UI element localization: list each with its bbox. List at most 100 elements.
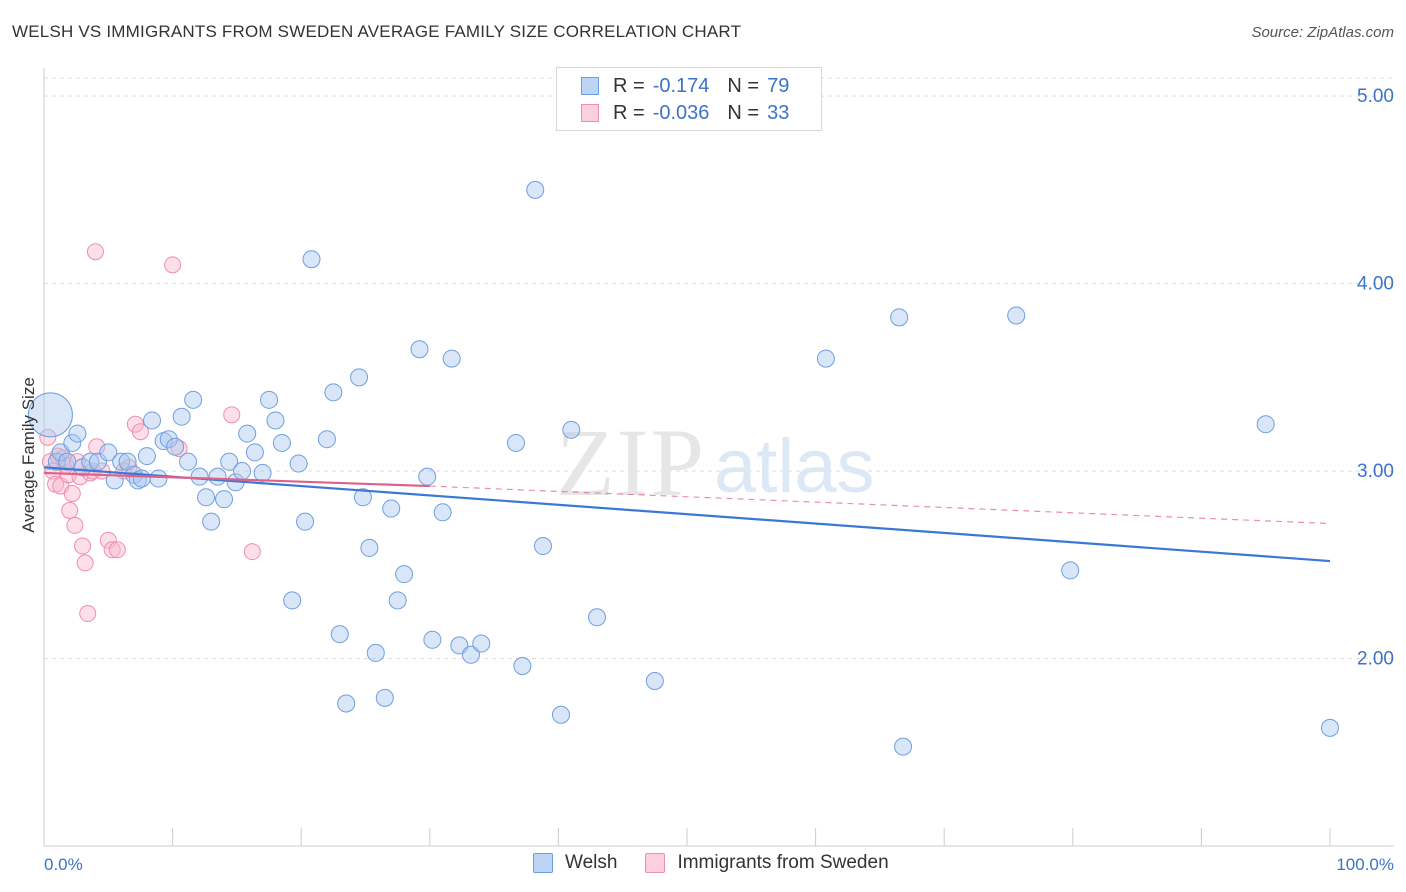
data-point-welsh	[253, 463, 272, 482]
y-tick-labels: 2.00 3.00 4.00 5.00	[1357, 86, 1394, 669]
data-point-sweden	[79, 605, 97, 623]
legend-item-welsh: Welsh	[533, 852, 617, 874]
data-point-welsh	[260, 390, 279, 409]
y-tick-label: 2.00	[1357, 649, 1394, 670]
sweden-legend-label: Immigrants from Sweden	[677, 852, 889, 873]
data-point-welsh	[132, 469, 151, 488]
data-point-welsh	[159, 430, 178, 449]
data-point-welsh	[587, 608, 606, 627]
data-point-sweden	[61, 501, 79, 519]
data-point-welsh	[184, 390, 203, 409]
data-point-welsh	[289, 454, 308, 473]
sweden-r-value: -0.036	[652, 101, 710, 124]
sweden-n-label: N =	[727, 101, 760, 124]
data-point-welsh	[47, 452, 66, 471]
data-point-welsh	[388, 591, 407, 610]
data-point-welsh	[337, 694, 356, 713]
data-point-sweden	[108, 541, 126, 559]
data-point-welsh	[272, 433, 291, 452]
trend-line-sweden-extrapolated	[429, 485, 1331, 525]
data-point-welsh	[1007, 306, 1026, 325]
data-point-sweden	[131, 423, 149, 441]
data-point-welsh	[245, 443, 264, 462]
data-point-welsh	[353, 488, 372, 507]
x-tick-label-max: 100.0%	[1336, 855, 1394, 874]
data-point-welsh	[382, 499, 401, 518]
data-point-welsh	[27, 392, 73, 438]
data-point-sweden	[39, 428, 57, 446]
data-point-welsh	[1256, 415, 1275, 434]
data-point-welsh	[506, 433, 525, 452]
data-point-welsh	[208, 467, 227, 486]
y-tick-label: 3.00	[1357, 461, 1394, 482]
y-axis-label: Average Family Size	[19, 377, 38, 533]
data-point-sweden	[99, 531, 117, 549]
data-point-welsh	[461, 645, 480, 664]
data-point-welsh	[172, 407, 191, 426]
data-point-welsh	[166, 437, 185, 456]
data-point-welsh	[317, 430, 336, 449]
welsh-r-value: -0.174	[652, 74, 710, 97]
data-point-welsh	[1061, 561, 1080, 580]
data-point-welsh	[418, 467, 437, 486]
data-point-welsh	[894, 737, 913, 756]
watermark-zip: ZIP	[556, 409, 706, 516]
data-point-welsh	[551, 705, 570, 724]
data-point-sweden	[74, 537, 92, 555]
data-point-welsh	[395, 565, 414, 584]
data-point-welsh	[99, 443, 118, 462]
data-point-welsh	[118, 452, 137, 471]
x-tick-label-min: 0.0%	[44, 855, 83, 874]
data-point-welsh	[324, 383, 343, 402]
data-point-welsh	[472, 634, 491, 653]
data-point-sweden	[243, 543, 261, 561]
points-welsh	[27, 85, 1339, 756]
data-point-welsh	[410, 340, 429, 359]
welsh-legend-label: Welsh	[565, 852, 618, 873]
data-point-welsh	[562, 420, 581, 439]
data-point-welsh	[816, 349, 835, 368]
data-point-welsh	[526, 180, 545, 199]
data-point-welsh	[149, 469, 168, 488]
data-point-welsh	[233, 462, 252, 481]
data-point-welsh	[890, 308, 909, 327]
source-label: Source: ZipAtlas.com	[1251, 24, 1394, 41]
sweden-n-value: 33	[767, 101, 790, 124]
data-point-welsh	[179, 452, 198, 471]
data-point-welsh	[137, 447, 156, 466]
data-point-welsh	[645, 672, 664, 691]
trend-layer	[43, 466, 1331, 563]
watermark-atlas: atlas	[714, 424, 875, 509]
data-point-welsh	[442, 349, 461, 368]
data-point-sweden	[66, 516, 84, 534]
data-point-welsh	[112, 452, 131, 471]
sweden-swatch	[581, 104, 599, 122]
data-point-welsh	[238, 424, 257, 443]
data-point-sweden	[164, 256, 182, 274]
welsh-swatch	[581, 77, 599, 95]
grid-layer	[44, 77, 1394, 660]
series-legend: Welsh Immigrants from Sweden	[533, 852, 917, 874]
welsh-r-label: R =	[613, 74, 645, 97]
y-tick-label: 4.00	[1357, 274, 1394, 295]
data-point-welsh	[350, 368, 369, 387]
data-point-sweden	[76, 554, 94, 572]
sweden-legend-swatch	[645, 853, 666, 873]
data-point-sweden	[86, 243, 104, 261]
data-point-welsh	[330, 625, 349, 644]
data-point-sweden	[63, 485, 81, 503]
data-point-welsh	[220, 452, 239, 471]
data-point-welsh	[423, 630, 442, 649]
data-point-welsh	[366, 643, 385, 662]
welsh-n-label: N =	[727, 74, 760, 97]
sweden-r-label: R =	[613, 101, 645, 124]
watermark: ZIP atlas	[556, 409, 875, 516]
welsh-n-value: 79	[767, 74, 790, 97]
data-point-welsh	[202, 512, 221, 531]
data-point-welsh	[190, 467, 209, 486]
legend-row-sweden: R = -0.036 N = 33	[581, 100, 789, 126]
data-point-welsh	[433, 503, 452, 522]
legend-row-welsh: R = -0.174 N = 79	[581, 73, 789, 99]
data-point-sweden	[88, 438, 106, 456]
